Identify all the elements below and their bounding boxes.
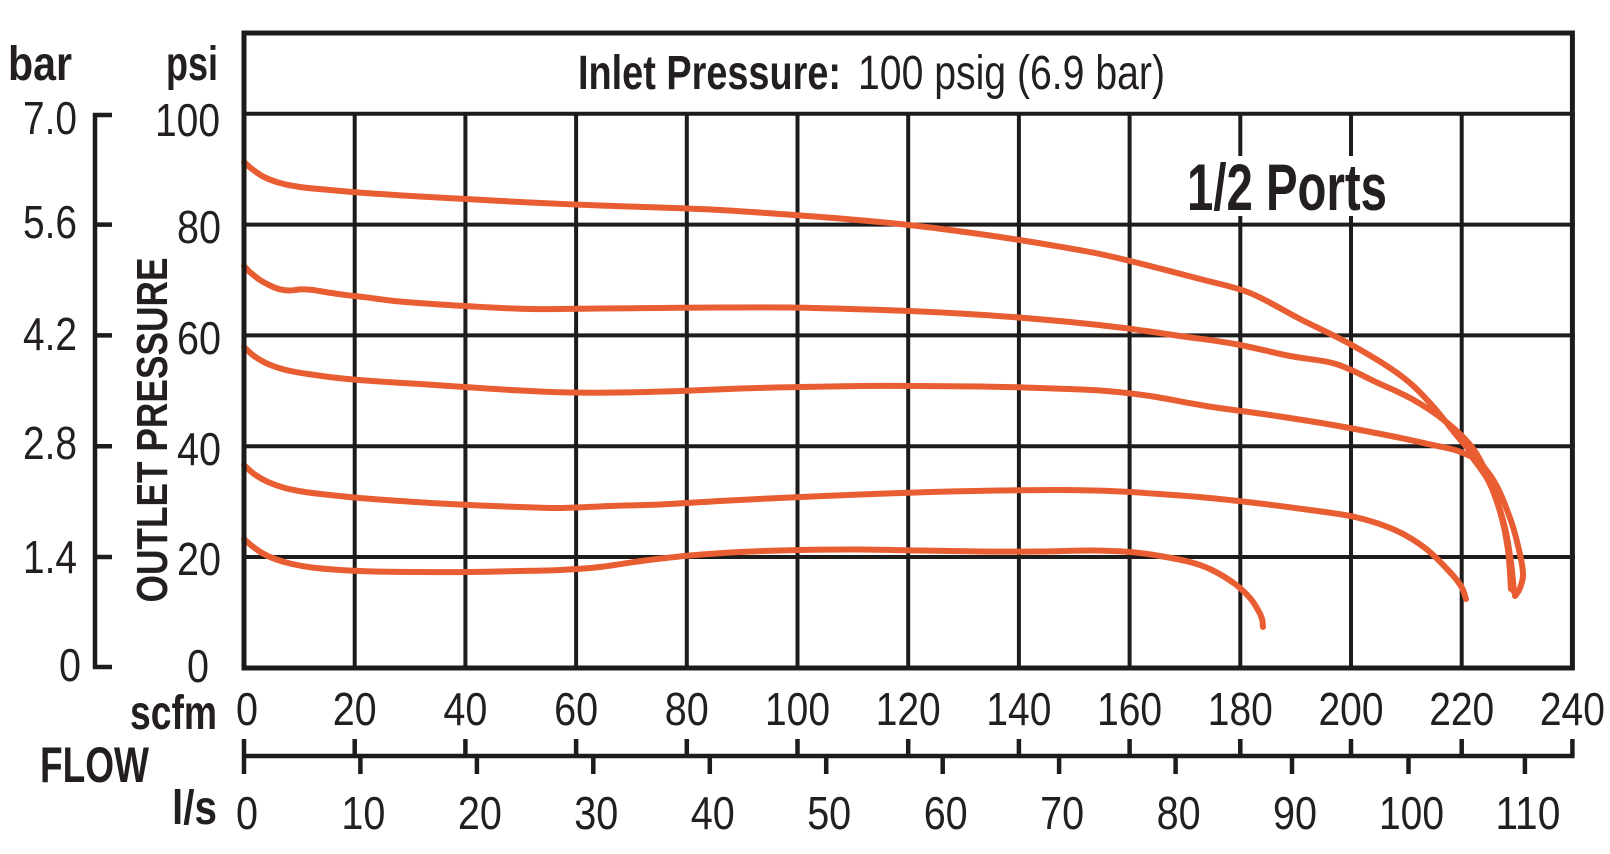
svg-text:60: 60 xyxy=(177,312,221,364)
svg-text:80: 80 xyxy=(665,683,709,735)
svg-text:20: 20 xyxy=(333,683,377,735)
svg-text:30: 30 xyxy=(574,787,618,839)
svg-text:90: 90 xyxy=(1273,787,1317,839)
svg-text:60: 60 xyxy=(924,787,968,839)
svg-text:bar: bar xyxy=(8,38,72,91)
svg-text:1/2 Ports: 1/2 Ports xyxy=(1187,150,1387,224)
svg-text:5.6: 5.6 xyxy=(23,196,77,248)
svg-text:200: 200 xyxy=(1319,683,1384,735)
svg-text:OUTLET PRESSURE: OUTLET PRESSURE xyxy=(128,258,177,603)
svg-text:240: 240 xyxy=(1540,683,1605,735)
svg-text:0: 0 xyxy=(187,640,209,692)
svg-text:180: 180 xyxy=(1208,683,1273,735)
svg-text:140: 140 xyxy=(986,683,1051,735)
svg-text:50: 50 xyxy=(807,787,851,839)
svg-text:10: 10 xyxy=(341,787,385,839)
svg-text:Inlet Pressure:: Inlet Pressure: xyxy=(578,47,841,100)
svg-text:7.0: 7.0 xyxy=(23,92,77,144)
svg-text:psi: psi xyxy=(166,38,218,91)
svg-text:60: 60 xyxy=(554,683,598,735)
svg-text:120: 120 xyxy=(876,683,941,735)
svg-text:FLOW: FLOW xyxy=(40,737,150,793)
svg-text:40: 40 xyxy=(177,423,221,475)
svg-text:100 psig (6.9 bar): 100 psig (6.9 bar) xyxy=(858,47,1165,100)
svg-text:scfm: scfm xyxy=(130,687,217,740)
svg-text:0: 0 xyxy=(236,787,258,839)
svg-text:70: 70 xyxy=(1040,787,1084,839)
svg-text:100: 100 xyxy=(155,94,220,146)
svg-text:20: 20 xyxy=(177,533,221,585)
svg-text:20: 20 xyxy=(458,787,502,839)
svg-text:0: 0 xyxy=(59,639,81,691)
svg-text:160: 160 xyxy=(1097,683,1162,735)
svg-text:2.8: 2.8 xyxy=(23,417,77,469)
svg-text:100: 100 xyxy=(765,683,830,735)
svg-text:l/s: l/s xyxy=(172,782,217,835)
svg-text:80: 80 xyxy=(177,201,221,253)
svg-text:1.4: 1.4 xyxy=(23,531,77,583)
svg-text:220: 220 xyxy=(1429,683,1494,735)
svg-text:110: 110 xyxy=(1495,787,1560,839)
svg-text:4.2: 4.2 xyxy=(23,308,77,360)
svg-text:80: 80 xyxy=(1157,787,1201,839)
svg-text:0: 0 xyxy=(236,683,258,735)
svg-text:40: 40 xyxy=(691,787,735,839)
svg-text:100: 100 xyxy=(1379,787,1444,839)
svg-text:40: 40 xyxy=(443,683,487,735)
